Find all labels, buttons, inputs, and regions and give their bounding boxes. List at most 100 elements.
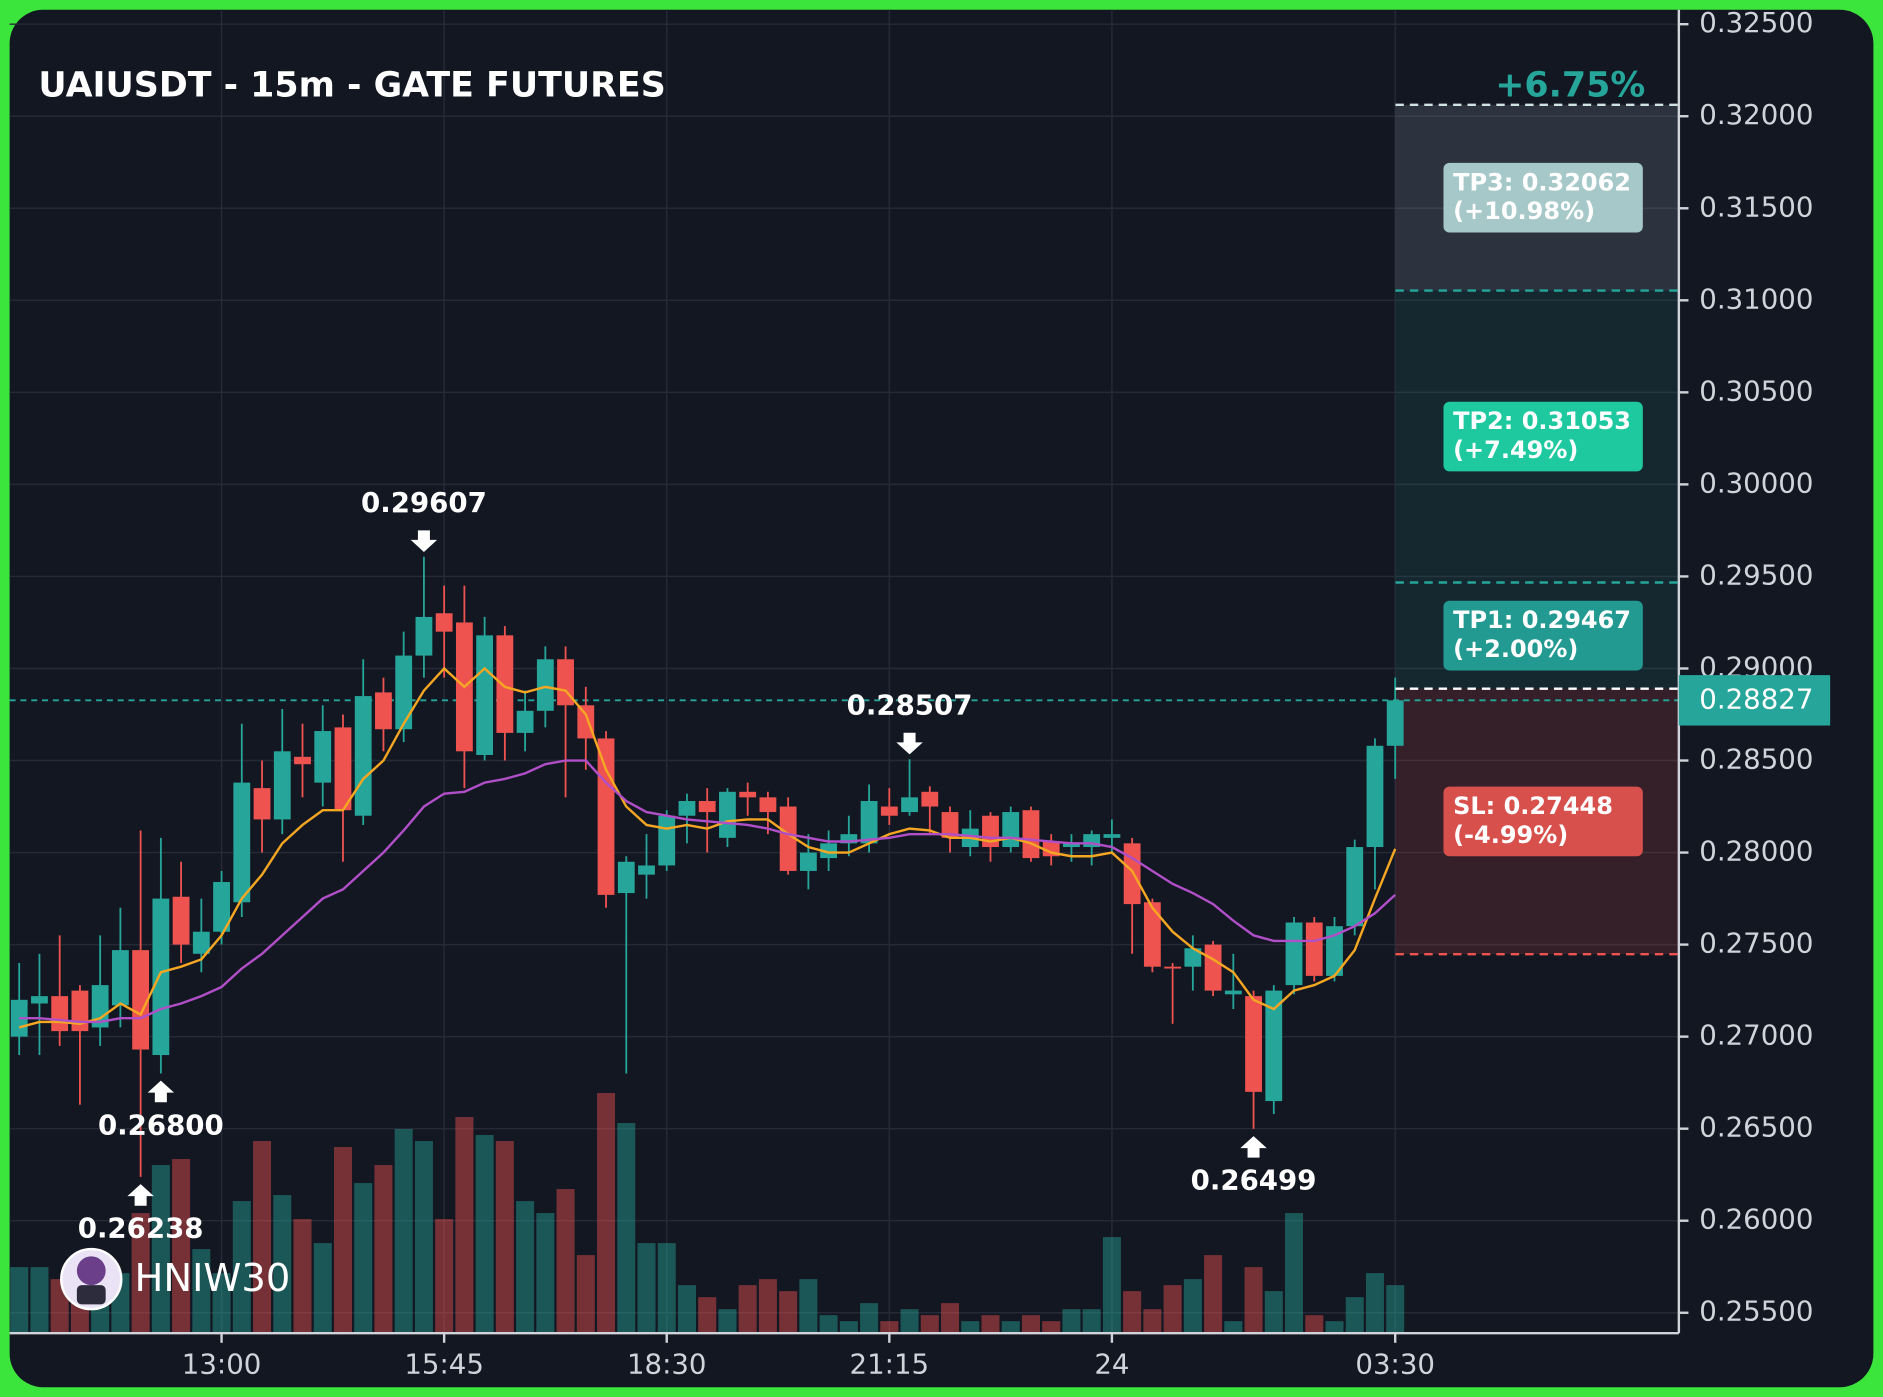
- volume-bar: [536, 1213, 555, 1334]
- y-tick-label: 0.26000: [1699, 1203, 1813, 1236]
- volume-bar: [637, 1243, 656, 1334]
- volume-bar: [900, 1309, 919, 1334]
- label-layer: 0.25500 0.26000 0.26500 0.27000 0.27500 0.280…: [78, 6, 1831, 1381]
- watermark: HNIW30: [60, 1247, 291, 1311]
- candle-body: [1022, 810, 1040, 859]
- volume-bar: [354, 1183, 373, 1334]
- volume-bar: [556, 1189, 575, 1334]
- volume-bar: [435, 1219, 454, 1334]
- candle-body: [51, 996, 69, 1032]
- level-box: [1443, 786, 1643, 857]
- volume-bar: [1163, 1285, 1182, 1334]
- candle-body: [415, 616, 433, 656]
- candle-body: [476, 635, 494, 755]
- candle-body: [1103, 834, 1121, 838]
- candle-body: [982, 815, 999, 848]
- candle-body: [840, 834, 858, 844]
- extreme-arrow: [896, 732, 923, 755]
- volume-bar: [1082, 1309, 1101, 1334]
- volume-bar: [1305, 1315, 1324, 1334]
- candle-body: [1366, 745, 1384, 848]
- y-tick-label: 0.28500: [1699, 743, 1813, 776]
- candle-body: [273, 751, 291, 820]
- candle-body: [91, 985, 109, 1028]
- volume-bar: [192, 1249, 211, 1334]
- level-box: [1443, 162, 1643, 233]
- candle-body: [213, 882, 230, 932]
- volume-bar: [718, 1309, 737, 1334]
- volume-bar: [1224, 1321, 1243, 1334]
- volume-bar: [657, 1243, 676, 1334]
- extreme-label: 0.28507: [847, 688, 973, 721]
- volume-bar: [293, 1219, 312, 1334]
- watermark-text: HNIW30: [135, 1256, 291, 1301]
- extreme-label: 0.26800: [98, 1108, 224, 1141]
- volume-bar: [1021, 1315, 1040, 1334]
- candle-body: [901, 797, 918, 813]
- extreme-arrow: [147, 1080, 175, 1103]
- volume-bar: [981, 1315, 1000, 1334]
- chart-panel: [9, 9, 1874, 1388]
- candle-body: [1265, 990, 1283, 1102]
- volume-bar: [576, 1255, 595, 1334]
- candle-body: [294, 756, 311, 765]
- volume-bar: [374, 1165, 393, 1334]
- candle-body: [233, 782, 251, 903]
- volume-bar: [860, 1303, 879, 1334]
- candle-body: [880, 806, 898, 816]
- candle-body: [678, 801, 696, 816]
- candle-body: [496, 635, 514, 733]
- y-tick-label: 0.32500: [1699, 6, 1813, 39]
- candle-body: [1326, 926, 1343, 976]
- extreme-arrow: [127, 1184, 154, 1206]
- level-label: TP3: 0.32062: [1453, 168, 1631, 196]
- x-tick-label: 18:30: [627, 1348, 707, 1381]
- candle-body: [820, 843, 838, 859]
- volume-bar: [1042, 1321, 1061, 1334]
- volume-bar: [151, 1165, 170, 1334]
- candle-body: [435, 613, 453, 632]
- volume-bar: [1204, 1255, 1223, 1334]
- volume-bar: [677, 1285, 696, 1334]
- extreme-label: 0.26238: [78, 1212, 204, 1245]
- candle-body: [759, 797, 777, 813]
- moving-average-line: [18, 666, 1397, 1029]
- volume-bar: [333, 1147, 352, 1334]
- candle-body: [617, 861, 635, 894]
- volume-bar: [617, 1123, 636, 1334]
- candle-body: [1305, 922, 1323, 976]
- candle-body: [71, 990, 89, 1032]
- volume-bar: [1285, 1213, 1304, 1334]
- extreme-label: 0.29607: [361, 486, 487, 519]
- volume-bar: [232, 1201, 251, 1334]
- level-change: (+10.98%): [1453, 197, 1595, 225]
- volume-bar: [172, 1159, 191, 1334]
- candle-body: [1245, 996, 1262, 1092]
- level-box: [1443, 401, 1643, 472]
- candle-body: [152, 898, 170, 1056]
- volume-bar: [495, 1141, 514, 1334]
- x-tick-label: 13:00: [182, 1348, 262, 1381]
- y-tick-label: 0.28000: [1699, 835, 1813, 868]
- volume-bar: [455, 1117, 474, 1334]
- candle-body: [132, 950, 150, 1050]
- extreme-label: 0.26499: [1191, 1164, 1317, 1197]
- candle-body: [1184, 948, 1202, 967]
- level-change: (+7.49%): [1453, 436, 1578, 464]
- volume-bar: [10, 1267, 29, 1334]
- level-change: (+2.00%): [1453, 635, 1578, 663]
- y-tick-label: 0.26500: [1699, 1111, 1813, 1144]
- candle-body: [921, 791, 939, 807]
- candle-body: [1063, 843, 1080, 848]
- extreme-arrow: [410, 530, 438, 552]
- y-tick-label: 0.29500: [1699, 558, 1813, 591]
- volume-bar: [698, 1297, 717, 1334]
- candle-body: [172, 896, 190, 945]
- chart-title: UAIUSDT - 15m - GATE FUTURES: [38, 66, 665, 106]
- candle-body: [111, 950, 129, 1006]
- volume-bar: [819, 1315, 838, 1334]
- volume-bar: [313, 1243, 332, 1334]
- candle-body: [719, 791, 736, 838]
- volume-bar: [1001, 1321, 1020, 1334]
